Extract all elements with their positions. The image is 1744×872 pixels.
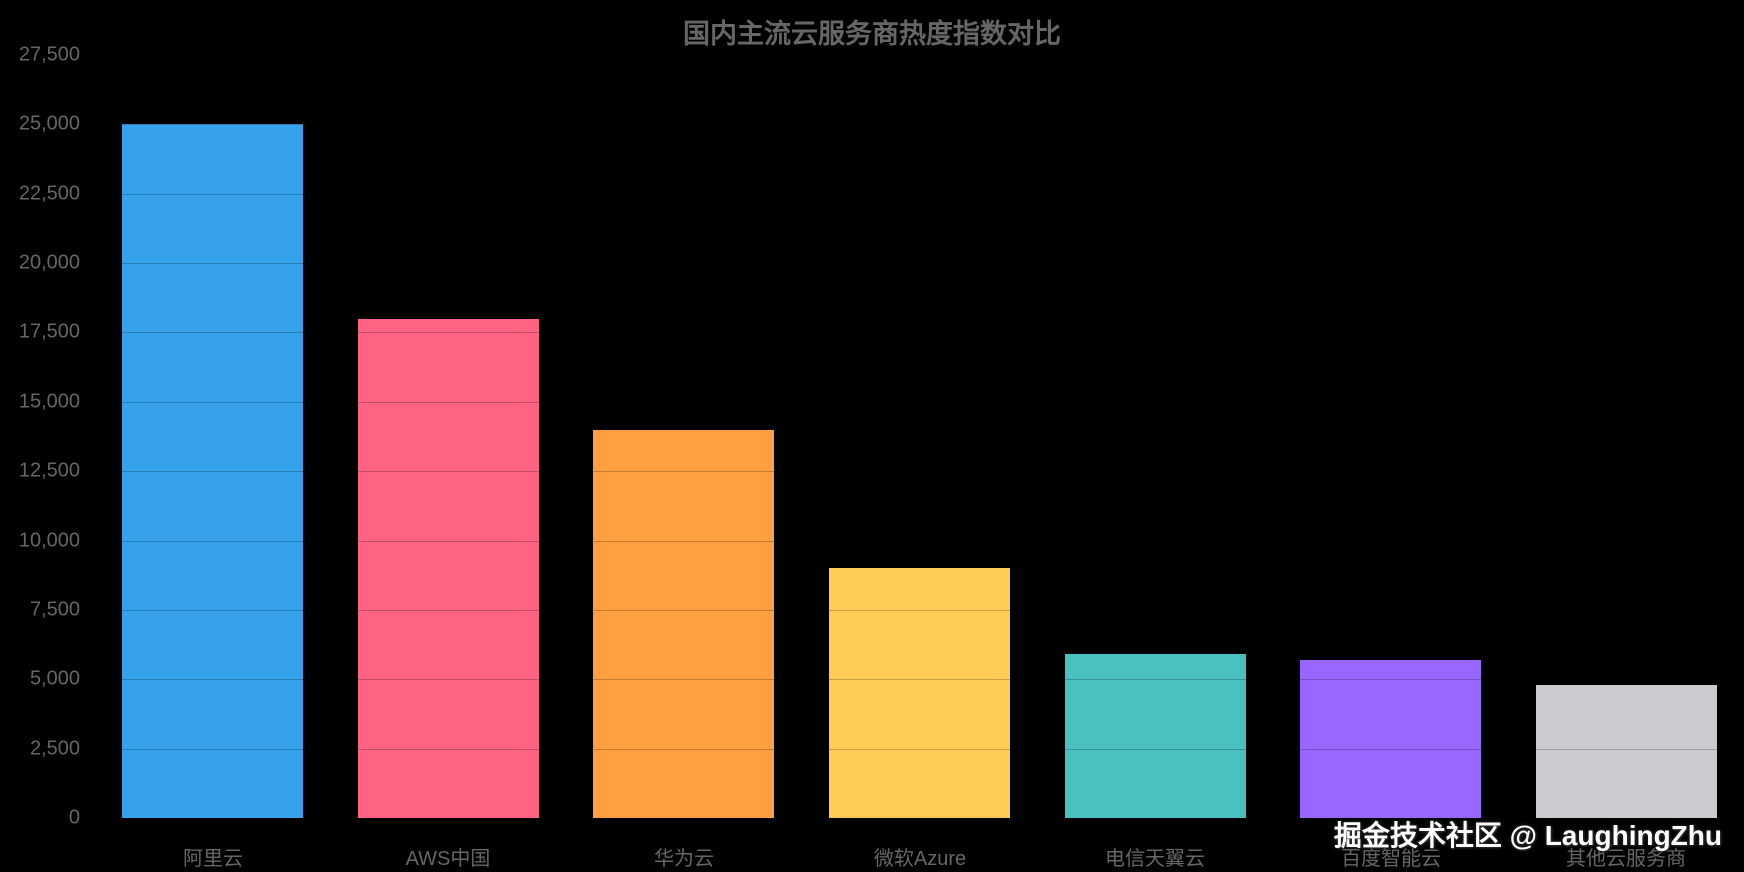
bar-华为云 xyxy=(593,430,774,818)
y-axis-tick-label: 20,000 xyxy=(18,251,80,274)
bar-其他云服务商 xyxy=(1536,685,1717,818)
x-axis-label: 百度智能云 xyxy=(1341,848,1441,870)
watermark: 掘金技术社区 @ LaughingZhu xyxy=(1333,820,1722,851)
x-axis-label: 电信天翼云 xyxy=(1105,848,1205,870)
gridline xyxy=(95,55,1744,56)
bar-微软Azure xyxy=(829,568,1010,818)
y-axis-tick-label: 25,000 xyxy=(18,112,80,135)
gridline xyxy=(95,194,1744,195)
gridline xyxy=(95,124,1744,125)
bar-AWS中国 xyxy=(358,319,539,818)
gridline xyxy=(95,610,1744,611)
gridline xyxy=(95,402,1744,403)
x-axis-label: 其他云服务商 xyxy=(1566,848,1686,870)
y-axis-tick-label: 7,500 xyxy=(29,598,80,621)
chart-title: 国内主流云服务商热度指数对比 xyxy=(683,19,1061,49)
gridline xyxy=(95,818,1744,819)
y-axis-tick-label: 5,000 xyxy=(29,667,80,690)
gridline xyxy=(95,263,1744,264)
x-axis-label: AWS中国 xyxy=(405,848,491,870)
gridline xyxy=(95,749,1744,750)
y-axis-tick-label: 10,000 xyxy=(18,529,80,552)
bar-电信天翼云 xyxy=(1065,654,1246,818)
y-axis-tick-label: 27,500 xyxy=(18,43,80,66)
y-axis-tick-label: 22,500 xyxy=(18,182,80,205)
y-axis-tick-label: 0 xyxy=(68,806,80,829)
bar-阿里云 xyxy=(122,124,303,818)
y-axis-tick-label: 12,500 xyxy=(18,459,80,482)
gridline xyxy=(95,541,1744,542)
gridline xyxy=(95,471,1744,472)
x-axis-label: 阿里云 xyxy=(183,848,243,870)
y-axis-tick-label: 17,500 xyxy=(18,320,80,343)
bar-百度智能云 xyxy=(1300,660,1481,818)
gridline xyxy=(95,679,1744,680)
x-axis-label: 微软Azure xyxy=(873,848,967,870)
y-axis-tick-label: 2,500 xyxy=(29,737,80,760)
x-axis-label: 华为云 xyxy=(654,848,714,870)
gridline xyxy=(95,332,1744,333)
y-axis-tick-label: 15,000 xyxy=(18,390,80,413)
